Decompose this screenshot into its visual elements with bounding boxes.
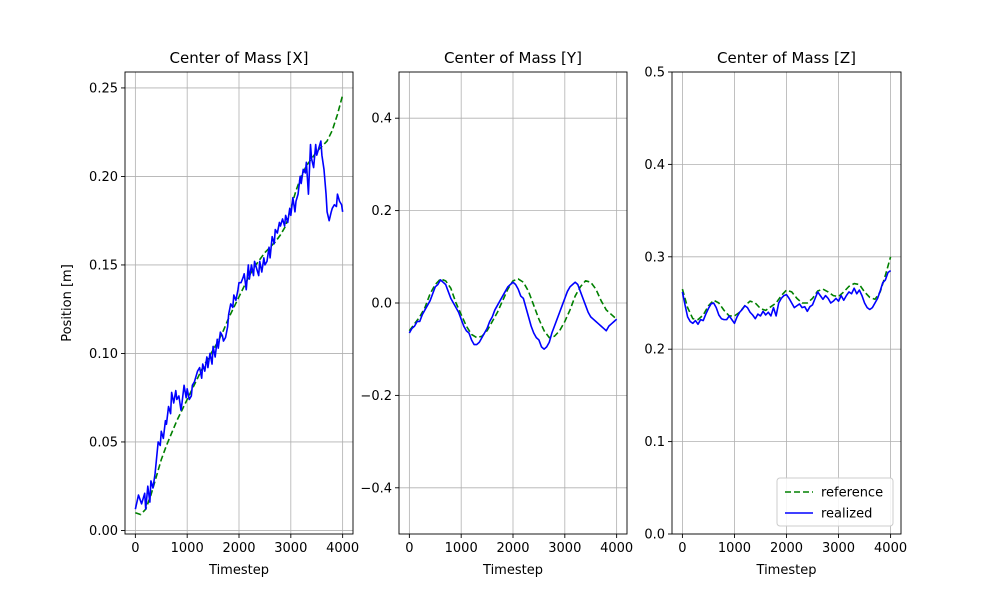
y-tick-label: 0.2 — [371, 204, 392, 219]
y-tick-label: 0.0 — [371, 297, 392, 312]
y-axis-label: Position [m] — [60, 264, 75, 342]
x-axis-label: Timestep — [208, 563, 269, 578]
x-tick-label: 0 — [131, 541, 139, 556]
x-tick-label: 0 — [678, 541, 686, 556]
chart-title: Center of Mass [Y] — [444, 49, 582, 67]
chart-title: Center of Mass [Z] — [717, 49, 856, 67]
x-axis-label: Timestep — [756, 563, 817, 578]
x-tick-label: 3000 — [274, 541, 307, 556]
legend-box — [776, 477, 894, 527]
x-tick-label: 1000 — [718, 541, 751, 556]
series-line-realized — [408, 279, 618, 351]
y-tick-label: 0.2 — [644, 343, 665, 358]
x-tick-label: 4000 — [874, 541, 907, 556]
legend-label-realized: realized — [821, 507, 872, 522]
x-tick-label: 4000 — [600, 541, 633, 556]
series-line-realized — [134, 140, 344, 511]
x-tick-label: 2000 — [496, 541, 529, 556]
y-tick-label: 0.15 — [89, 258, 118, 273]
y-tick-label: 0.5 — [644, 66, 665, 81]
subplots: 0 1000 2000 3000 40000.000.050.100.150.200.2… — [60, 49, 907, 578]
y-tick-label: 0.20 — [89, 170, 118, 185]
x-tick-label: 3000 — [822, 541, 855, 556]
series-line-reference — [408, 278, 618, 339]
y-tick-label: 0.10 — [89, 347, 118, 362]
y-tick-label: 0.1 — [644, 435, 665, 450]
subplot-2: 0 1000 2000 3000 4000 −0.4 −0.2 0.0 0.2 0.4 Center… — [360, 49, 633, 578]
subplot-3: 0 1000 2000 3000 4000 0.0 0.1 0.2 0.3 0.4 0.5 Cente… — [644, 49, 907, 578]
x-tick-label: 1000 — [445, 541, 478, 556]
x-axis-label: Timestep — [482, 563, 543, 578]
legend-label-reference: reference — [821, 486, 883, 501]
y-tick-label: 0.3 — [644, 250, 665, 265]
x-tick-label: 3000 — [548, 541, 581, 556]
y-tick-label: −0.2 — [360, 389, 392, 404]
series-line-reference — [681, 256, 892, 321]
x-tick-label: 2000 — [222, 541, 255, 556]
y-tick-label: 0.05 — [89, 435, 118, 450]
subplot-1: 0 1000 2000 3000 4000 0.00 0.05 0.10 0.15 0.20 0.2… — [60, 49, 359, 578]
x-tick-label: 0 — [405, 541, 413, 556]
legend: reference realized — [776, 477, 894, 527]
y-tick-label: 0.4 — [371, 112, 392, 127]
x-tick-label: 1000 — [171, 541, 204, 556]
series-line-realized — [681, 270, 892, 326]
series-line-reference — [135, 94, 344, 516]
x-tick-label: 4000 — [326, 541, 359, 556]
y-tick-label: 0.25 — [89, 81, 118, 96]
y-tick-label: 0.4 — [644, 158, 665, 173]
y-tick-label: −0.4 — [360, 481, 392, 496]
chart-title: Center of Mass [X] — [170, 49, 309, 67]
x-tick-label: 2000 — [770, 541, 803, 556]
y-tick-label: 0.00 — [89, 524, 118, 539]
y-tick-label: 0.0 — [644, 528, 665, 543]
